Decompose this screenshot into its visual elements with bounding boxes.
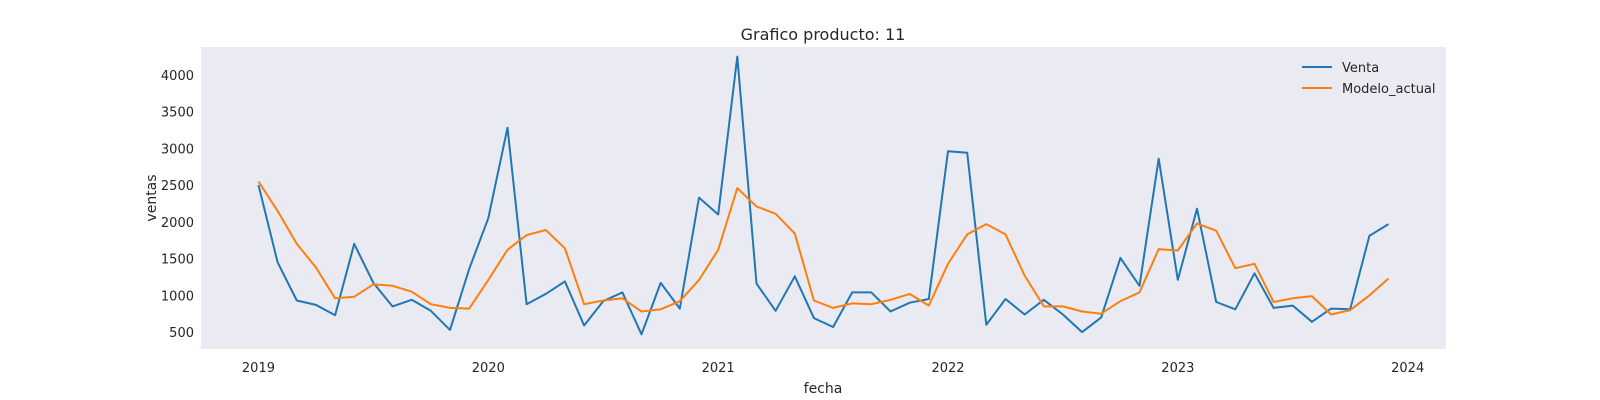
x-tick-label: 2021 [702, 361, 735, 376]
y-tick-label: 500 [169, 326, 194, 341]
x-tick-labels: 2019 2020 2021 2022 2023 2024 [242, 361, 1424, 376]
plot-area [201, 47, 1446, 349]
y-tick-label: 3000 [161, 142, 194, 157]
y-tick-label: 3500 [161, 106, 194, 121]
x-tick-label: 2023 [1161, 361, 1194, 376]
x-tick-label: 2020 [472, 361, 505, 376]
y-tick-label: 4000 [161, 69, 194, 84]
y-axis-label: ventas [144, 174, 160, 221]
legend-label: Venta [1342, 61, 1379, 76]
y-tick-labels: 500 1000 1500 2000 2500 3000 3500 4000 [161, 69, 194, 341]
x-tick-label: 2019 [242, 361, 275, 376]
y-tick-label: 2500 [161, 179, 194, 194]
x-tick-label: 2022 [931, 361, 964, 376]
y-tick-label: 1500 [161, 253, 194, 268]
legend-label: Modelo_actual [1342, 82, 1436, 97]
series-lines [257, 55, 1390, 336]
x-tick-label: 2024 [1391, 361, 1424, 376]
chart-title: Grafico producto: 11 [741, 25, 906, 44]
series-line-modelo-actual [257, 180, 1390, 316]
y-tick-label: 2000 [161, 216, 194, 231]
x-axis-label: fecha [804, 381, 843, 397]
y-tick-label: 1000 [161, 289, 194, 304]
legend: Venta Modelo_actual [1302, 61, 1436, 97]
